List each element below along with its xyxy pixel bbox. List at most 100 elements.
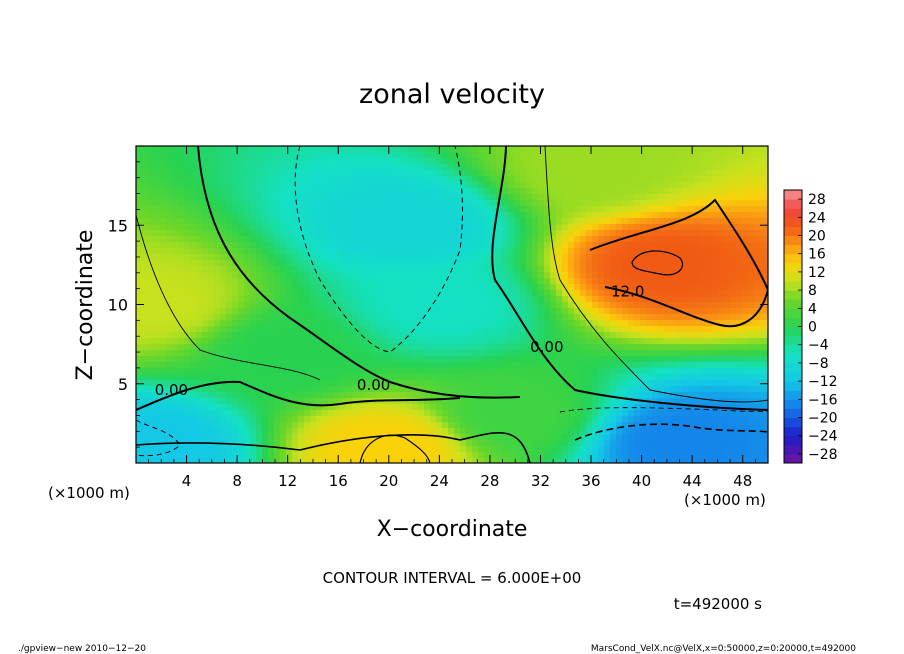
field-cell [310, 236, 317, 243]
field-cell [670, 392, 677, 399]
field-cell [616, 158, 623, 165]
field-cell [316, 386, 323, 393]
field-cell [382, 146, 389, 153]
field-cell [514, 422, 521, 429]
field-cell [568, 416, 575, 423]
field-cell [202, 224, 209, 231]
field-cell [436, 254, 443, 261]
field-cell [136, 350, 143, 357]
field-cell [172, 290, 179, 297]
field-cell [556, 338, 563, 345]
field-cell [136, 188, 143, 195]
field-cell [328, 230, 335, 237]
field-cell [616, 422, 623, 429]
field-cell [190, 272, 197, 279]
field-cell [616, 224, 623, 231]
field-cell [526, 410, 533, 417]
field-cell [580, 308, 587, 315]
field-cell [520, 296, 527, 303]
field-cell [508, 272, 515, 279]
field-cell [616, 398, 623, 405]
field-cell [280, 290, 287, 297]
field-cell [370, 302, 377, 309]
field-cell [382, 380, 389, 387]
field-cell [418, 164, 425, 171]
field-cell [568, 452, 575, 459]
field-cell [520, 176, 527, 183]
field-cell [508, 290, 515, 297]
field-cell [220, 182, 227, 189]
field-cell [448, 248, 455, 255]
field-cell [334, 446, 341, 453]
field-cell [394, 218, 401, 225]
field-cell [586, 350, 593, 357]
field-cell [664, 248, 671, 255]
field-cell [520, 446, 527, 453]
field-cell [610, 362, 617, 369]
field-cell [568, 242, 575, 249]
field-cell [184, 260, 191, 267]
field-cell [634, 284, 641, 291]
field-cell [538, 308, 545, 315]
field-cell [490, 152, 497, 159]
field-cell [292, 224, 299, 231]
field-cell [292, 146, 299, 153]
field-cell [454, 326, 461, 333]
field-cell [220, 260, 227, 267]
field-cell [610, 188, 617, 195]
field-cell [442, 362, 449, 369]
field-cell [478, 314, 485, 321]
field-cell [454, 290, 461, 297]
field-cell [622, 290, 629, 297]
field-cell [592, 362, 599, 369]
field-cell [292, 338, 299, 345]
field-cell [208, 338, 215, 345]
field-cell [286, 272, 293, 279]
field-cell [448, 332, 455, 339]
field-cell [358, 386, 365, 393]
field-cell [142, 374, 149, 381]
field-cell [670, 194, 677, 201]
field-cell [370, 242, 377, 249]
field-cell [208, 428, 215, 435]
field-cell [544, 302, 551, 309]
field-cell [526, 260, 533, 267]
field-cell [322, 374, 329, 381]
field-cell [592, 194, 599, 201]
field-cell [394, 176, 401, 183]
field-cell [598, 284, 605, 291]
field-cell [448, 356, 455, 363]
field-cell [280, 416, 287, 423]
field-cell [376, 386, 383, 393]
field-cell [142, 446, 149, 453]
field-cell [496, 272, 503, 279]
field-cell [232, 194, 239, 201]
field-cell [616, 164, 623, 171]
field-cell [202, 398, 209, 405]
field-cell [238, 416, 245, 423]
field-cell [526, 404, 533, 411]
field-cell [688, 266, 695, 273]
field-cell [304, 230, 311, 237]
field-cell [658, 398, 665, 405]
field-cell [664, 458, 671, 463]
field-cell [334, 434, 341, 441]
field-cell [190, 218, 197, 225]
field-cell [502, 164, 509, 171]
field-cell [652, 158, 659, 165]
field-cell [574, 452, 581, 459]
field-cell [580, 290, 587, 297]
field-cell [268, 200, 275, 207]
field-cell [412, 194, 419, 201]
field-cell [700, 212, 707, 219]
field-cell [664, 422, 671, 429]
field-cell [472, 314, 479, 321]
field-cell [142, 230, 149, 237]
field-cell [478, 182, 485, 189]
field-cell [430, 320, 437, 327]
field-cell [238, 296, 245, 303]
field-cell [400, 230, 407, 237]
field-cell [370, 254, 377, 261]
field-cell [634, 236, 641, 243]
field-cell [268, 338, 275, 345]
